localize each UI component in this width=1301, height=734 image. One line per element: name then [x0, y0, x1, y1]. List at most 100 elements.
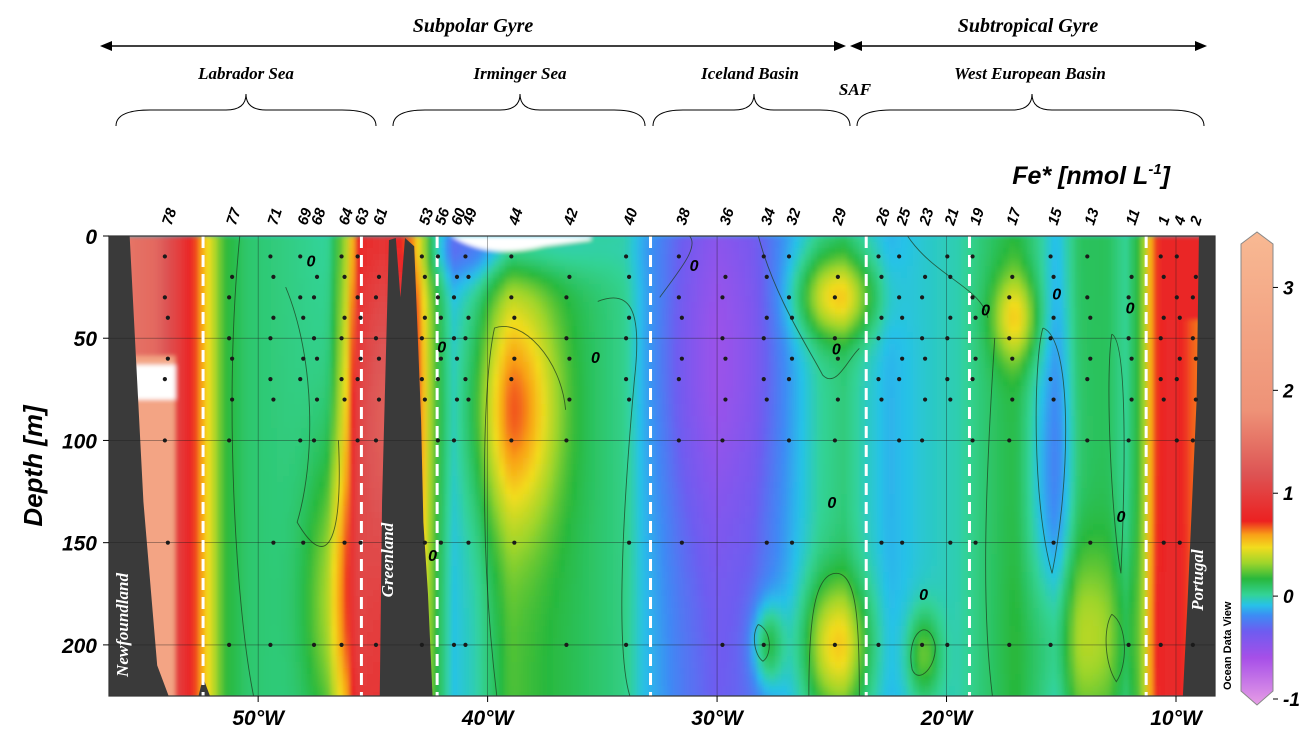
- field-cell: [445, 350, 452, 357]
- field-cell: [241, 356, 248, 363]
- field-cell: [781, 332, 788, 339]
- field-cell: [607, 338, 614, 345]
- field-cell: [1105, 380, 1112, 387]
- field-cell: [823, 242, 830, 249]
- field-cell: [139, 302, 146, 309]
- field-cell: [187, 254, 194, 261]
- field-cell: [835, 242, 842, 249]
- field-cell: [709, 266, 716, 273]
- field-cell: [721, 242, 728, 249]
- field-cell: [685, 272, 692, 279]
- field-cell: [265, 260, 272, 267]
- field-cell: [715, 374, 722, 381]
- field-cell: [181, 242, 188, 249]
- field-cell: [1129, 290, 1136, 297]
- field-cell: [889, 338, 896, 345]
- field-cell: [649, 326, 656, 333]
- field-cell: [601, 248, 608, 255]
- field-cell: [1135, 284, 1142, 291]
- field-cell: [859, 266, 866, 273]
- field-cell: [241, 248, 248, 255]
- field-cell: [469, 350, 476, 357]
- field-cell: [1177, 266, 1184, 273]
- field-cell: [949, 272, 956, 279]
- field-cell: [811, 272, 818, 279]
- field-cell: [763, 302, 770, 309]
- field-cell: [955, 368, 962, 375]
- field-cell: [607, 392, 614, 399]
- field-cell: [475, 350, 482, 357]
- field-cell: [1015, 260, 1022, 267]
- field-cell: [223, 314, 230, 321]
- field-cell: [679, 290, 686, 297]
- field-cell: [301, 326, 308, 333]
- field-cell: [223, 368, 230, 375]
- field-cell: [211, 338, 218, 345]
- field-cell: [1165, 386, 1172, 393]
- field-cell: [595, 266, 602, 273]
- field-cell: [547, 284, 554, 291]
- field-cell: [283, 260, 290, 267]
- field-cell: [1087, 284, 1094, 291]
- field-cell: [535, 368, 542, 375]
- field-cell: [727, 380, 734, 387]
- field-cell: [253, 374, 260, 381]
- field-cell: [1117, 290, 1124, 297]
- field-cell: [343, 362, 350, 369]
- field-cell: [535, 380, 542, 387]
- field-cell: [241, 302, 248, 309]
- field-cell: [901, 392, 908, 399]
- field-cell: [289, 362, 296, 369]
- field-cell: [499, 338, 506, 345]
- field-cell: [625, 374, 632, 381]
- field-cell: [655, 248, 662, 255]
- field-cell: [925, 260, 932, 267]
- field-cell: [1153, 386, 1160, 393]
- field-cell: [709, 314, 716, 321]
- field-cell: [907, 272, 914, 279]
- field-cell: [817, 296, 824, 303]
- field-cell: [955, 308, 962, 315]
- field-cell: [793, 314, 800, 321]
- field-cell: [415, 308, 422, 315]
- field-cell: [1105, 266, 1112, 273]
- field-cell: [343, 344, 350, 351]
- field-cell: [301, 266, 308, 273]
- field-cell: [451, 356, 458, 363]
- field-cell: [355, 266, 362, 273]
- field-cell: [535, 362, 542, 369]
- field-cell: [145, 350, 152, 357]
- field-cell: [1153, 278, 1160, 285]
- field-cell: [235, 302, 242, 309]
- field-cell: [1009, 260, 1016, 267]
- field-cell: [481, 392, 488, 399]
- field-cell: [1153, 272, 1160, 279]
- field-cell: [355, 272, 362, 279]
- field-cell: [997, 248, 1004, 255]
- field-cell: [775, 266, 782, 273]
- field-cell: [823, 248, 830, 255]
- field-cell: [679, 260, 686, 267]
- field-cell: [1105, 236, 1112, 243]
- field-cell: [1129, 368, 1136, 375]
- field-cell: [667, 302, 674, 309]
- field-cell: [1165, 380, 1172, 387]
- field-cell: [727, 236, 734, 243]
- field-cell: [595, 236, 602, 243]
- field-cell: [499, 326, 506, 333]
- field-cell: [205, 386, 212, 393]
- field-cell: [877, 356, 884, 363]
- field-cell: [475, 332, 482, 339]
- field-cell: [1105, 314, 1112, 321]
- field-cell: [769, 242, 776, 249]
- field-cell: [991, 368, 998, 375]
- field-cell: [1117, 386, 1124, 393]
- field-cell: [175, 350, 182, 357]
- field-cell: [907, 314, 914, 321]
- field-cell: [379, 290, 386, 297]
- field-cell: [709, 380, 716, 387]
- field-cell: [637, 278, 644, 285]
- field-cell: [373, 332, 380, 339]
- field-cell: [709, 284, 716, 291]
- field-cell: [817, 386, 824, 393]
